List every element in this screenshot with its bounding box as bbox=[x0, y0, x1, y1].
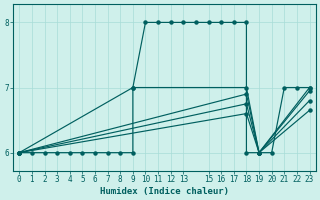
X-axis label: Humidex (Indice chaleur): Humidex (Indice chaleur) bbox=[100, 187, 229, 196]
